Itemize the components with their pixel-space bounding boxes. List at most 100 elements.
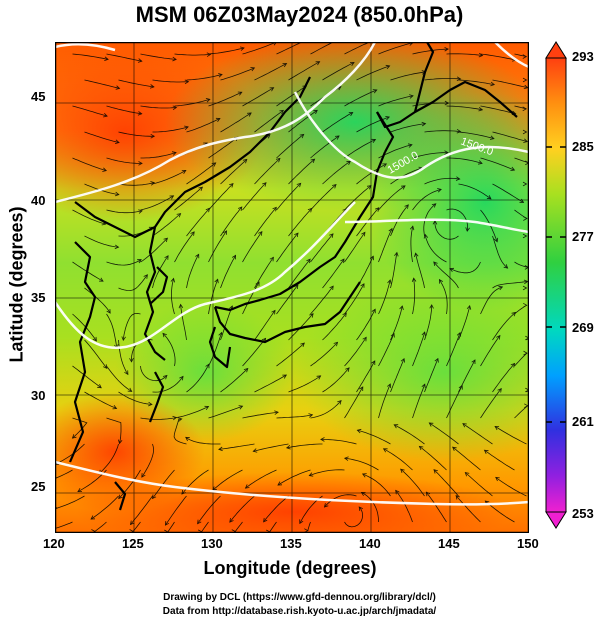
streamline-arrow [285, 444, 291, 450]
x-axis-label: Longitude (degrees) [203, 558, 377, 578]
streamline [434, 220, 459, 240]
streamline [310, 400, 342, 419]
streamline [310, 342, 338, 367]
streamline [56, 469, 73, 479]
streamline [84, 131, 120, 143]
streamline [276, 414, 313, 419]
streamline-arrow [215, 117, 221, 122]
streamline [514, 105, 527, 110]
streamline [446, 385, 463, 419]
streamline [288, 109, 318, 133]
streamline-arrow [489, 135, 495, 140]
streamline-arrow [243, 367, 249, 373]
streamline-arrow [169, 195, 175, 200]
streamline-arrow [360, 491, 366, 497]
streamline-arrow [497, 387, 502, 393]
streamline-arrow [334, 135, 340, 140]
streamline-arrow [471, 359, 476, 364]
streamline [174, 231, 195, 263]
streamline [322, 160, 351, 185]
streamline [186, 208, 210, 237]
streamline-arrow [92, 336, 97, 342]
credit-data-source: Data from http://database.rish.kyoto-u.a… [162, 606, 437, 617]
streamline-arrow [423, 233, 429, 239]
streamline [356, 360, 376, 393]
streamline-arrow [104, 56, 109, 61]
streamline [492, 183, 524, 203]
streamline [254, 63, 287, 81]
streamline [276, 134, 304, 159]
streamline [424, 358, 439, 393]
streamline [208, 136, 239, 159]
streamline-arrow [498, 285, 504, 291]
streamline-arrow [444, 150, 449, 155]
streamline [412, 189, 442, 211]
streamline-arrow [356, 428, 362, 434]
streamline-arrow [345, 367, 350, 372]
streamline [152, 376, 184, 393]
lon-tick: 130 [201, 536, 223, 551]
colorbar-top-triangle [545, 41, 567, 59]
streamline-arrow [340, 258, 345, 264]
streamline-arrow [342, 312, 347, 318]
streamline [94, 521, 107, 532]
streamline-arrow [523, 138, 528, 143]
colorbar-body [545, 57, 567, 513]
y-axis-label: Latitude (degrees) [6, 206, 27, 363]
streamline-arrow [258, 231, 263, 236]
streamline-arrow [98, 277, 104, 282]
streamline-arrow [438, 278, 444, 284]
streamline-arrow [129, 358, 134, 363]
streamline [263, 495, 289, 523]
streamline [480, 335, 501, 367]
streamline-arrow [464, 471, 470, 477]
streamline [106, 313, 118, 349]
streamline [220, 206, 243, 237]
streamline [152, 469, 175, 499]
streamline-arrow [138, 161, 143, 166]
streamline-arrow [371, 138, 377, 143]
streamline [344, 337, 367, 367]
streamline-arrow [163, 237, 168, 243]
streamline [118, 274, 148, 292]
streamline [322, 112, 353, 133]
streamline [492, 235, 508, 269]
streamline-arrow [313, 109, 318, 115]
streamline-arrow [374, 207, 380, 212]
streamline [514, 261, 529, 268]
streamline-arrow [349, 62, 355, 67]
colorbar-tick: 261 [572, 414, 594, 429]
streamline [140, 53, 177, 60]
streamline [140, 152, 177, 159]
streamline-arrow [407, 143, 413, 148]
streamline-arrow [362, 336, 367, 342]
streamline-arrow [178, 303, 184, 309]
streamline [378, 185, 406, 211]
streamline-arrow [522, 285, 528, 291]
streamline-arrow [294, 284, 299, 290]
colorbar-bottom-triangle [545, 511, 567, 529]
streamline-arrow [255, 281, 260, 287]
streamline [254, 110, 284, 133]
streamline [140, 105, 177, 109]
streamline [424, 304, 433, 341]
streamline-arrow [523, 302, 528, 308]
streamline-arrow [137, 259, 142, 264]
streamline [152, 126, 189, 133]
streamline-arrow [299, 519, 304, 525]
streamline [106, 365, 132, 392]
streamline-arrow [522, 181, 528, 187]
streamline [208, 332, 222, 367]
streamline [245, 469, 277, 489]
streamline [118, 469, 141, 499]
streamline-arrow [371, 308, 376, 314]
streamline [322, 62, 355, 81]
streamline-arrow [456, 331, 462, 337]
streamline [480, 388, 502, 419]
streamline-arrow [185, 436, 190, 442]
streamline [220, 305, 233, 341]
streamline-arrow [329, 285, 334, 291]
streamline [322, 312, 347, 341]
streamline [197, 495, 221, 524]
streamline [446, 208, 469, 232]
